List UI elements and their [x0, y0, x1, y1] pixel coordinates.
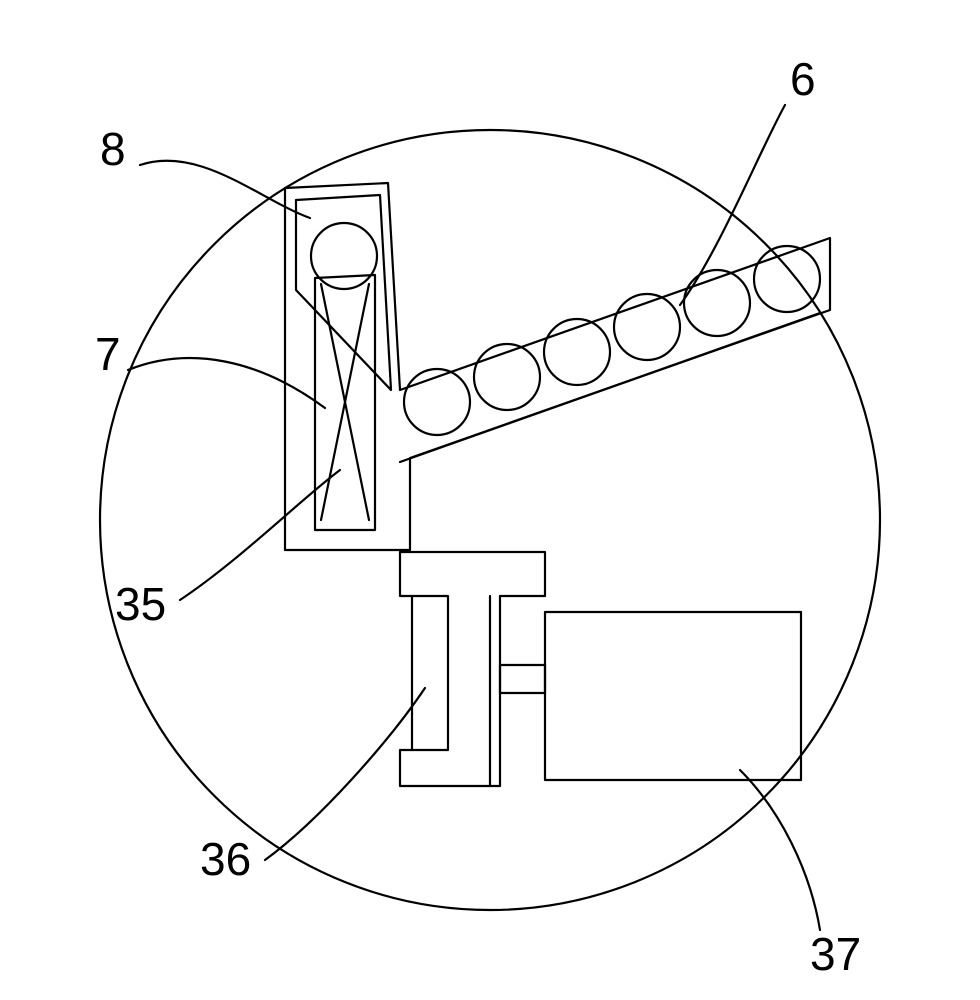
label-n36: 36	[200, 833, 251, 885]
channel-inner-line	[400, 313, 820, 462]
detail-circle	[100, 130, 880, 910]
label-n8: 8	[100, 123, 126, 175]
leader-l35	[180, 470, 340, 600]
ball-4	[614, 294, 680, 360]
label-n6: 6	[790, 53, 816, 105]
ball-2	[474, 344, 540, 410]
motor-box	[545, 612, 801, 780]
label-n35: 35	[115, 578, 166, 630]
wheel-outline	[400, 552, 545, 786]
ball-0	[311, 223, 377, 289]
hopper-channel-outline	[285, 183, 830, 550]
ball-3	[544, 319, 610, 385]
connector-bar	[500, 665, 545, 693]
leader-l37	[740, 770, 820, 930]
ball-6	[754, 246, 820, 312]
ball-1	[404, 369, 470, 435]
label-n7: 7	[95, 328, 121, 380]
label-n37: 37	[810, 928, 861, 980]
hopper-inner-line	[296, 195, 391, 390]
leader-l7	[128, 358, 325, 408]
ball-5	[684, 270, 750, 336]
